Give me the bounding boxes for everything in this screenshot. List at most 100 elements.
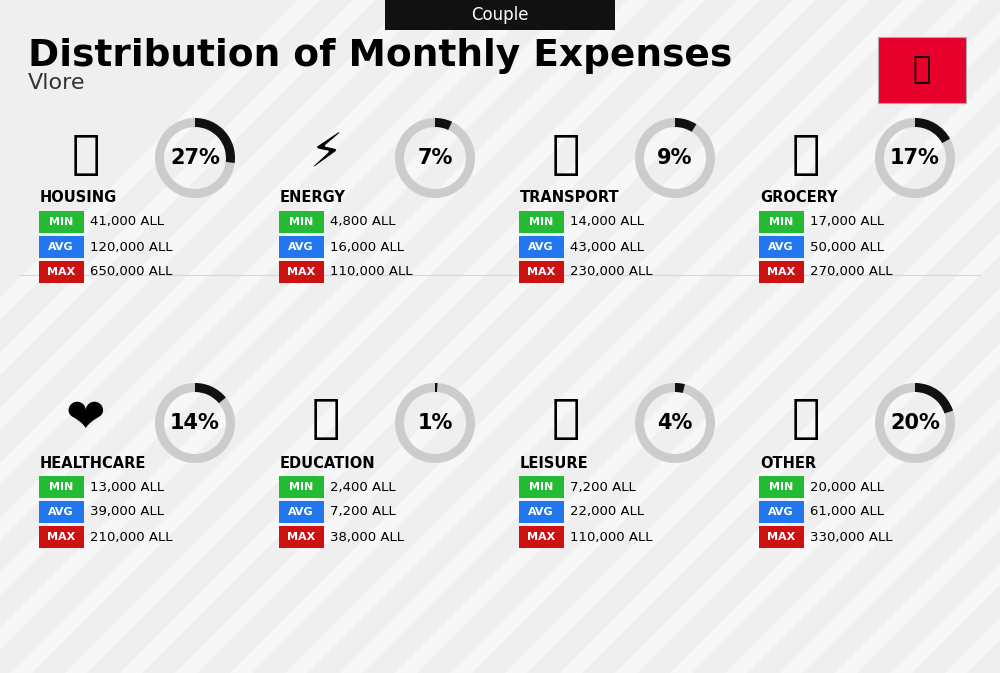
Wedge shape (675, 383, 685, 393)
Text: 14,000 ALL: 14,000 ALL (570, 215, 644, 229)
Wedge shape (635, 383, 715, 463)
Text: 38,000 ALL: 38,000 ALL (330, 530, 404, 544)
Text: MIN: MIN (289, 482, 313, 492)
Text: 210,000 ALL: 210,000 ALL (90, 530, 173, 544)
Text: 7,200 ALL: 7,200 ALL (570, 481, 636, 493)
FancyBboxPatch shape (38, 211, 84, 233)
FancyBboxPatch shape (278, 236, 324, 258)
Text: 17%: 17% (890, 148, 940, 168)
Text: 7%: 7% (417, 148, 453, 168)
Text: MIN: MIN (529, 217, 553, 227)
Text: LEISURE: LEISURE (520, 456, 589, 470)
Text: MIN: MIN (49, 217, 73, 227)
Text: 1%: 1% (417, 413, 453, 433)
Text: 39,000 ALL: 39,000 ALL (90, 505, 164, 518)
Text: OTHER: OTHER (760, 456, 816, 470)
Text: 💰: 💰 (792, 398, 820, 443)
FancyBboxPatch shape (38, 236, 84, 258)
Text: Vlore: Vlore (28, 73, 86, 93)
Text: ❤️: ❤️ (66, 398, 106, 443)
Text: MAX: MAX (47, 532, 75, 542)
Wedge shape (195, 383, 226, 403)
FancyBboxPatch shape (518, 501, 564, 523)
Wedge shape (635, 118, 715, 198)
Text: AVG: AVG (48, 242, 74, 252)
Text: MIN: MIN (769, 217, 793, 227)
Wedge shape (195, 118, 235, 163)
FancyBboxPatch shape (759, 526, 804, 548)
Text: 9%: 9% (657, 148, 693, 168)
Text: MAX: MAX (527, 532, 555, 542)
Text: 20%: 20% (890, 413, 940, 433)
Text: 17,000 ALL: 17,000 ALL (810, 215, 884, 229)
FancyBboxPatch shape (518, 476, 564, 498)
Text: 🎓: 🎓 (312, 398, 340, 443)
Text: 27%: 27% (170, 148, 220, 168)
Text: 🚌: 🚌 (552, 133, 580, 178)
Text: AVG: AVG (48, 507, 74, 517)
Text: ⚡: ⚡ (309, 133, 343, 178)
Wedge shape (875, 383, 955, 463)
Text: HOUSING: HOUSING (40, 190, 117, 205)
Text: 16,000 ALL: 16,000 ALL (330, 240, 404, 254)
Text: 13,000 ALL: 13,000 ALL (90, 481, 164, 493)
FancyBboxPatch shape (38, 261, 84, 283)
FancyBboxPatch shape (38, 476, 84, 498)
Text: MAX: MAX (47, 267, 75, 277)
FancyBboxPatch shape (278, 211, 324, 233)
FancyBboxPatch shape (518, 526, 564, 548)
Text: MAX: MAX (287, 532, 315, 542)
Text: 🦅: 🦅 (913, 55, 931, 85)
Text: 230,000 ALL: 230,000 ALL (570, 266, 652, 279)
FancyBboxPatch shape (518, 261, 564, 283)
Wedge shape (395, 383, 475, 463)
Text: 🛍️: 🛍️ (552, 398, 580, 443)
Wedge shape (155, 383, 235, 463)
Text: 110,000 ALL: 110,000 ALL (570, 530, 652, 544)
Text: 2,400 ALL: 2,400 ALL (330, 481, 396, 493)
FancyBboxPatch shape (38, 526, 84, 548)
Text: 7,200 ALL: 7,200 ALL (330, 505, 396, 518)
FancyBboxPatch shape (385, 0, 615, 30)
Text: 110,000 ALL: 110,000 ALL (330, 266, 413, 279)
Text: 14%: 14% (170, 413, 220, 433)
Text: 20,000 ALL: 20,000 ALL (810, 481, 884, 493)
FancyBboxPatch shape (278, 476, 324, 498)
Text: Distribution of Monthly Expenses: Distribution of Monthly Expenses (28, 38, 732, 74)
Text: MAX: MAX (767, 267, 795, 277)
Text: 120,000 ALL: 120,000 ALL (90, 240, 173, 254)
FancyBboxPatch shape (278, 526, 324, 548)
FancyBboxPatch shape (759, 476, 804, 498)
Text: 43,000 ALL: 43,000 ALL (570, 240, 644, 254)
Text: AVG: AVG (528, 507, 554, 517)
Text: MIN: MIN (289, 217, 313, 227)
FancyBboxPatch shape (278, 501, 324, 523)
Text: MIN: MIN (769, 482, 793, 492)
Text: 🏢: 🏢 (72, 133, 100, 178)
Text: Couple: Couple (471, 6, 529, 24)
Text: MAX: MAX (527, 267, 555, 277)
Text: MIN: MIN (49, 482, 73, 492)
Text: AVG: AVG (768, 507, 794, 517)
Wedge shape (155, 118, 235, 198)
Text: HEALTHCARE: HEALTHCARE (40, 456, 146, 470)
FancyBboxPatch shape (278, 261, 324, 283)
Text: MAX: MAX (287, 267, 315, 277)
Wedge shape (435, 383, 438, 392)
Text: 61,000 ALL: 61,000 ALL (810, 505, 884, 518)
FancyBboxPatch shape (759, 211, 804, 233)
Text: AVG: AVG (288, 242, 314, 252)
Text: AVG: AVG (288, 507, 314, 517)
Text: 🛒: 🛒 (792, 133, 820, 178)
FancyBboxPatch shape (759, 261, 804, 283)
FancyBboxPatch shape (759, 501, 804, 523)
Text: 330,000 ALL: 330,000 ALL (810, 530, 893, 544)
Text: 41,000 ALL: 41,000 ALL (90, 215, 164, 229)
Text: 4%: 4% (657, 413, 693, 433)
Text: EDUCATION: EDUCATION (280, 456, 376, 470)
FancyBboxPatch shape (518, 211, 564, 233)
Text: 22,000 ALL: 22,000 ALL (570, 505, 644, 518)
Text: AVG: AVG (528, 242, 554, 252)
Wedge shape (435, 118, 452, 130)
Text: ENERGY: ENERGY (280, 190, 346, 205)
